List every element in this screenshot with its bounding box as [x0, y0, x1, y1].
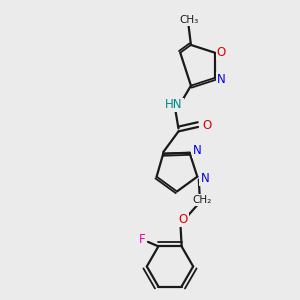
Text: HN: HN [165, 98, 183, 112]
Text: N: N [217, 73, 226, 86]
Text: N: N [193, 144, 201, 157]
Text: O: O [217, 46, 226, 59]
Text: O: O [202, 119, 211, 132]
Text: O: O [179, 213, 188, 226]
Text: N: N [200, 172, 209, 185]
Text: F: F [139, 233, 145, 246]
Text: CH₂: CH₂ [193, 195, 212, 205]
Text: CH₃: CH₃ [179, 15, 198, 25]
